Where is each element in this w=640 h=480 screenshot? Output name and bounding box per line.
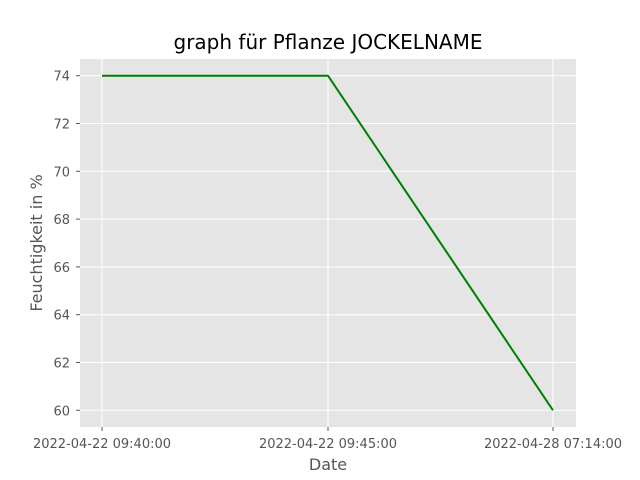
- x-axis-label: Date: [309, 455, 347, 474]
- y-axis-label: Feuchtigkeit in %: [27, 174, 46, 311]
- y-tick-label: 68: [53, 213, 70, 228]
- y-tick-label: 72: [53, 118, 70, 133]
- y-tick-label: 74: [53, 70, 70, 85]
- x-axis-ticks: 2022-04-22 09:40:00 2022-04-22 09:45:00 20…: [33, 427, 622, 452]
- y-axis-ticks: 60 62 64 66 68 70 72 74: [53, 70, 80, 419]
- y-tick-label: 66: [53, 261, 70, 276]
- series-layer: [101, 74, 554, 411]
- x-tick-label: 2022-04-28 07:14:00: [484, 437, 622, 452]
- y-tick-label: 64: [53, 309, 70, 324]
- x-tick-label: 2022-04-22 09:40:00: [33, 437, 171, 452]
- y-tick-label: 70: [53, 165, 70, 180]
- y-tick-label: 62: [53, 356, 70, 371]
- y-tick-label: 60: [53, 404, 70, 419]
- x-tick-label: 2022-04-22 09:45:00: [259, 437, 397, 452]
- chart-title: graph für Pflanze JOCKELNAME: [174, 30, 483, 54]
